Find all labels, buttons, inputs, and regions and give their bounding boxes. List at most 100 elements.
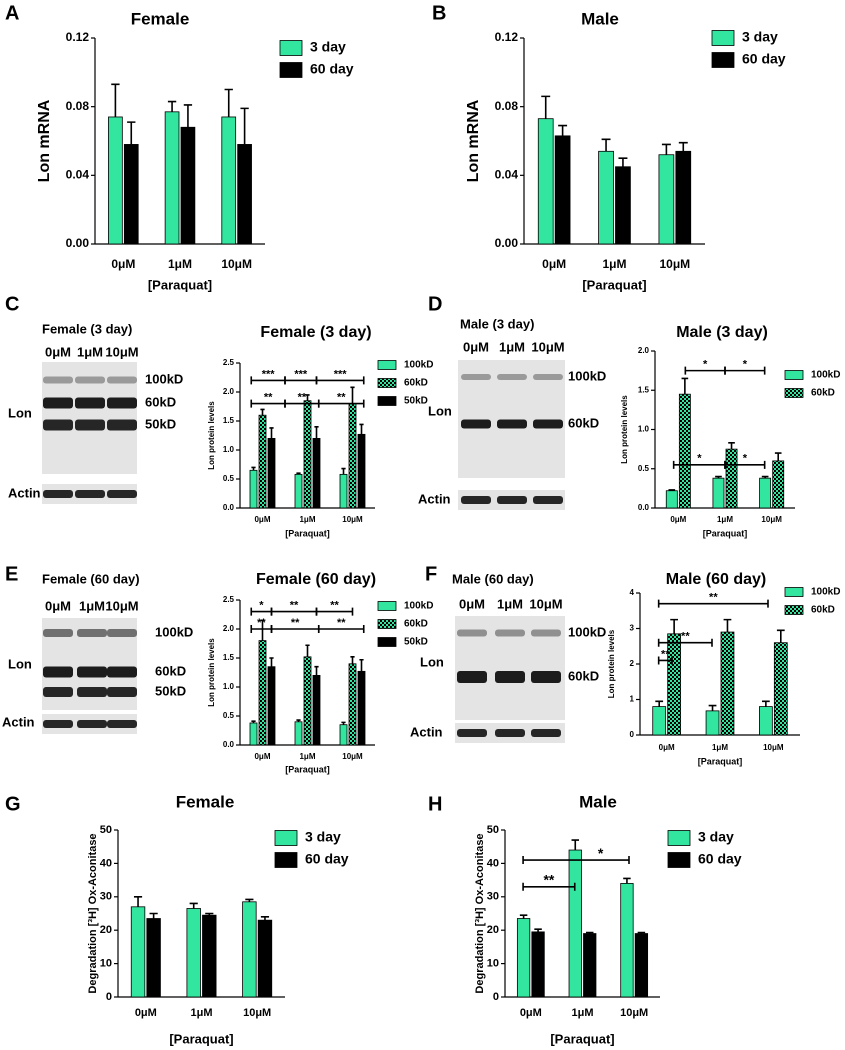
legend-label: 100kD bbox=[404, 601, 433, 612]
bar bbox=[237, 144, 252, 245]
significance-label: ** bbox=[681, 631, 690, 643]
bar bbox=[516, 918, 531, 998]
actin-band bbox=[533, 496, 563, 504]
y-tick-label: 0.5 bbox=[223, 711, 235, 720]
protein-label: Lon bbox=[8, 405, 32, 420]
chart-panel: G Female Degradation [³H] Ox-Aconitase [Par… bbox=[5, 792, 349, 1046]
significance-bracket bbox=[315, 376, 365, 385]
chart-title: Male (3 day) bbox=[676, 324, 768, 341]
lane-label: 0μM bbox=[45, 598, 71, 613]
error-bar bbox=[305, 394, 310, 401]
control-label: Actin bbox=[2, 714, 35, 729]
y-tick-label: 2.5 bbox=[223, 358, 235, 367]
y-tick-label: 0.12 bbox=[66, 30, 90, 44]
y-tick-label: 2.0 bbox=[223, 387, 235, 396]
chart-title: Male bbox=[581, 9, 619, 28]
error-bar bbox=[314, 665, 319, 676]
x-tick-label: 1μM bbox=[168, 257, 192, 271]
error-bar bbox=[670, 618, 679, 634]
y-tick-label: 40 bbox=[487, 857, 499, 869]
lane-label: 10μM bbox=[531, 339, 564, 354]
y-tick-label: 1.0 bbox=[638, 425, 650, 434]
y-tick-label: 50 bbox=[100, 824, 112, 836]
y-tick-label: 2.5 bbox=[223, 595, 235, 604]
actin-band bbox=[107, 720, 137, 728]
bar bbox=[267, 437, 276, 509]
chart-panel: B Male Lon mRNA [Paraquat] 0.00 0.04 0.08 0.12 0… bbox=[432, 2, 786, 292]
error-bar bbox=[149, 912, 158, 919]
error-bar bbox=[269, 657, 274, 667]
error-bar bbox=[618, 157, 628, 167]
significance-bracket bbox=[657, 599, 769, 608]
bar bbox=[620, 883, 634, 998]
y-tick-label: 20 bbox=[487, 924, 499, 936]
lane-label: 1μM bbox=[499, 339, 525, 354]
significance-label: ** bbox=[543, 871, 554, 887]
y-axis-label: Lon mRNA bbox=[36, 99, 53, 182]
legend-label: 60 day bbox=[742, 51, 786, 67]
y-tick-label: 0.08 bbox=[66, 99, 90, 113]
bar bbox=[186, 908, 201, 998]
x-axis-label: [Paraquat] bbox=[703, 528, 748, 538]
significance-bracket bbox=[724, 460, 766, 469]
legend-swatch bbox=[711, 30, 735, 46]
y-tick-label: 4 bbox=[630, 588, 635, 597]
y-tick-label: 1.0 bbox=[223, 445, 235, 454]
y-tick-label: 0.12 bbox=[495, 30, 519, 44]
bar bbox=[164, 111, 180, 245]
band bbox=[533, 419, 563, 429]
lane-label: 1μM bbox=[77, 344, 103, 359]
legend-label: 100kD bbox=[404, 360, 433, 371]
x-tick-label: 1μM bbox=[712, 743, 728, 752]
significance-bracket bbox=[657, 638, 713, 647]
significance-label: *** bbox=[334, 368, 348, 380]
band-label: 50kD bbox=[155, 683, 186, 698]
y-axis-label: Lon mRNA bbox=[465, 99, 482, 182]
error-bar bbox=[637, 931, 646, 934]
blot-membrane bbox=[458, 360, 565, 478]
error-bar bbox=[761, 700, 770, 707]
actin-band bbox=[461, 496, 491, 504]
error-bar bbox=[774, 452, 782, 461]
lane-label: 10μM bbox=[529, 596, 562, 611]
error-bar bbox=[189, 902, 198, 909]
band bbox=[77, 629, 107, 637]
x-axis-label: [Paraquat] bbox=[582, 277, 646, 292]
x-tick-label: 0μM bbox=[670, 515, 686, 524]
panel-letter: C bbox=[5, 293, 19, 315]
bar bbox=[258, 640, 267, 746]
x-tick-label: 10μM bbox=[342, 515, 363, 524]
error-bar bbox=[127, 121, 136, 145]
legend-label: 60kD bbox=[811, 605, 835, 616]
bar bbox=[257, 919, 273, 998]
error-bar bbox=[341, 467, 346, 475]
band bbox=[43, 687, 73, 697]
bar bbox=[772, 460, 785, 509]
significance-label: ** bbox=[661, 648, 670, 660]
control-label: Actin bbox=[8, 485, 41, 500]
error-bar bbox=[708, 704, 717, 711]
error-bar bbox=[534, 928, 542, 932]
panel-letter: E bbox=[5, 563, 18, 585]
lane-label: 10μM bbox=[105, 344, 138, 359]
chart-title: Female bbox=[131, 9, 190, 28]
x-tick-label: 10μM bbox=[620, 1007, 648, 1019]
bar bbox=[773, 642, 788, 736]
x-tick-label: 10μM bbox=[342, 752, 363, 761]
bar bbox=[357, 433, 366, 509]
legend-swatch bbox=[667, 852, 691, 868]
y-tick-label: 0.00 bbox=[495, 236, 519, 250]
x-tick-label: 1μM bbox=[299, 515, 315, 524]
band bbox=[495, 671, 525, 683]
significance-label: ** bbox=[257, 617, 266, 629]
bar bbox=[303, 400, 312, 509]
band bbox=[533, 374, 563, 380]
error-bar bbox=[601, 138, 611, 152]
error-bar bbox=[359, 423, 364, 435]
bar bbox=[537, 118, 554, 245]
y-tick-label: 0.00 bbox=[66, 236, 90, 250]
band bbox=[107, 419, 137, 431]
error-bar bbox=[350, 656, 355, 664]
x-tick-label: 0μM bbox=[254, 515, 270, 524]
